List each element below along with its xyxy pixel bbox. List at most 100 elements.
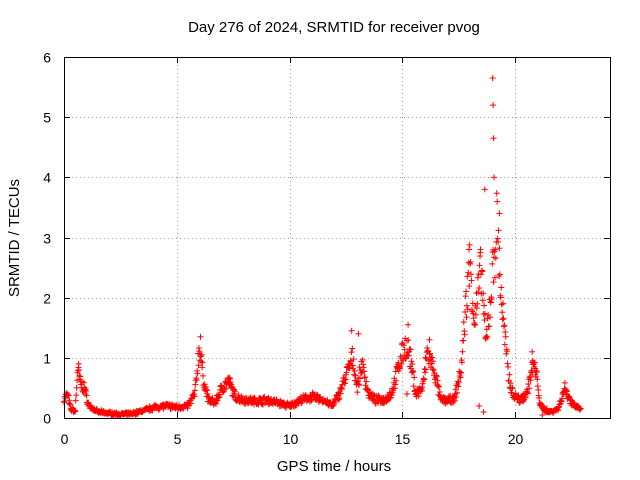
data-point xyxy=(534,376,541,383)
data-point xyxy=(459,348,466,355)
data-point xyxy=(464,273,471,280)
data-point xyxy=(531,359,538,366)
y-tick-labels: 0 1 2 3 4 5 6 xyxy=(43,50,51,427)
data-point xyxy=(499,309,506,316)
data-point xyxy=(463,302,470,309)
data-point xyxy=(405,321,412,328)
data-point xyxy=(481,186,488,193)
data-point xyxy=(476,262,483,269)
data-point xyxy=(506,371,513,378)
data-point xyxy=(421,376,428,383)
data-point xyxy=(486,314,493,321)
data-point xyxy=(466,282,473,289)
data-point xyxy=(72,397,79,404)
data-point xyxy=(496,271,503,278)
data-point xyxy=(522,394,529,401)
data-point xyxy=(193,377,200,384)
data-point xyxy=(481,302,488,309)
data-point xyxy=(489,75,496,82)
data-point xyxy=(434,377,441,384)
data-point xyxy=(75,360,82,367)
grid-layer xyxy=(64,57,610,418)
data-point xyxy=(454,378,461,385)
axis-ticks xyxy=(64,57,610,419)
data-point xyxy=(426,336,433,343)
data-point xyxy=(341,375,348,382)
data-point xyxy=(533,369,540,376)
data-point xyxy=(577,405,584,412)
data-point xyxy=(430,367,437,374)
data-point xyxy=(426,350,433,357)
data-point xyxy=(500,300,507,307)
data-point xyxy=(75,367,82,374)
data-point xyxy=(409,360,416,367)
data-point xyxy=(463,288,470,295)
data-point xyxy=(213,400,220,407)
data-point xyxy=(195,362,202,369)
data-point xyxy=(403,390,410,397)
data-point xyxy=(481,317,488,324)
data-point xyxy=(491,174,498,181)
data-point xyxy=(498,284,505,291)
data-point xyxy=(527,377,534,384)
data-point xyxy=(500,315,507,322)
data-point xyxy=(492,246,499,253)
y-tick-label: 6 xyxy=(43,50,51,66)
data-point xyxy=(397,363,404,370)
data-point xyxy=(232,388,239,395)
x-tick-label: 20 xyxy=(508,431,524,447)
data-point xyxy=(460,319,467,326)
data-point xyxy=(490,135,497,142)
data-point xyxy=(498,301,505,308)
data-point xyxy=(464,306,471,313)
data-point xyxy=(435,383,442,390)
chart-title: Day 276 of 2024, SRMTID for receiver pvo… xyxy=(188,19,480,36)
data-point xyxy=(539,411,546,418)
data-point xyxy=(479,268,486,275)
data-point xyxy=(502,333,509,340)
data-point xyxy=(196,348,203,355)
data-point xyxy=(465,269,472,276)
data-point xyxy=(483,333,490,340)
data-point xyxy=(65,392,72,399)
data-point xyxy=(433,373,440,380)
data-point xyxy=(191,387,198,394)
data-point xyxy=(501,322,508,329)
data-point xyxy=(462,308,469,315)
y-tick-label: 0 xyxy=(43,411,51,427)
data-point xyxy=(350,356,357,363)
data-point xyxy=(457,374,464,381)
y-tick-label: 3 xyxy=(43,231,51,247)
data-point xyxy=(474,300,481,307)
data-point xyxy=(73,392,80,399)
data-point xyxy=(484,334,491,341)
data-point xyxy=(526,385,533,392)
data-point xyxy=(361,368,368,375)
data-point xyxy=(496,245,503,252)
data-point xyxy=(476,285,483,292)
data-point xyxy=(507,380,514,387)
data-point xyxy=(361,374,368,381)
data-point xyxy=(458,359,465,366)
data-point xyxy=(490,279,497,286)
data-point xyxy=(204,390,211,397)
data-point xyxy=(472,311,479,318)
data-point xyxy=(491,274,498,281)
data-point xyxy=(470,315,477,322)
data-point xyxy=(524,390,531,397)
data-point xyxy=(410,383,417,390)
data-point xyxy=(480,408,487,415)
data-point xyxy=(392,381,399,388)
data-point xyxy=(348,327,355,334)
data-point xyxy=(410,368,417,375)
data-point xyxy=(226,375,233,382)
data-point xyxy=(400,342,407,349)
data-point xyxy=(497,294,504,301)
x-tick-label: 10 xyxy=(283,431,299,447)
data-point xyxy=(487,299,494,306)
data-point xyxy=(477,249,484,256)
data-point xyxy=(408,358,415,365)
data-point xyxy=(411,374,418,381)
x-tick-labels: 0 5 10 15 20 xyxy=(61,431,524,447)
data-point xyxy=(482,310,489,317)
